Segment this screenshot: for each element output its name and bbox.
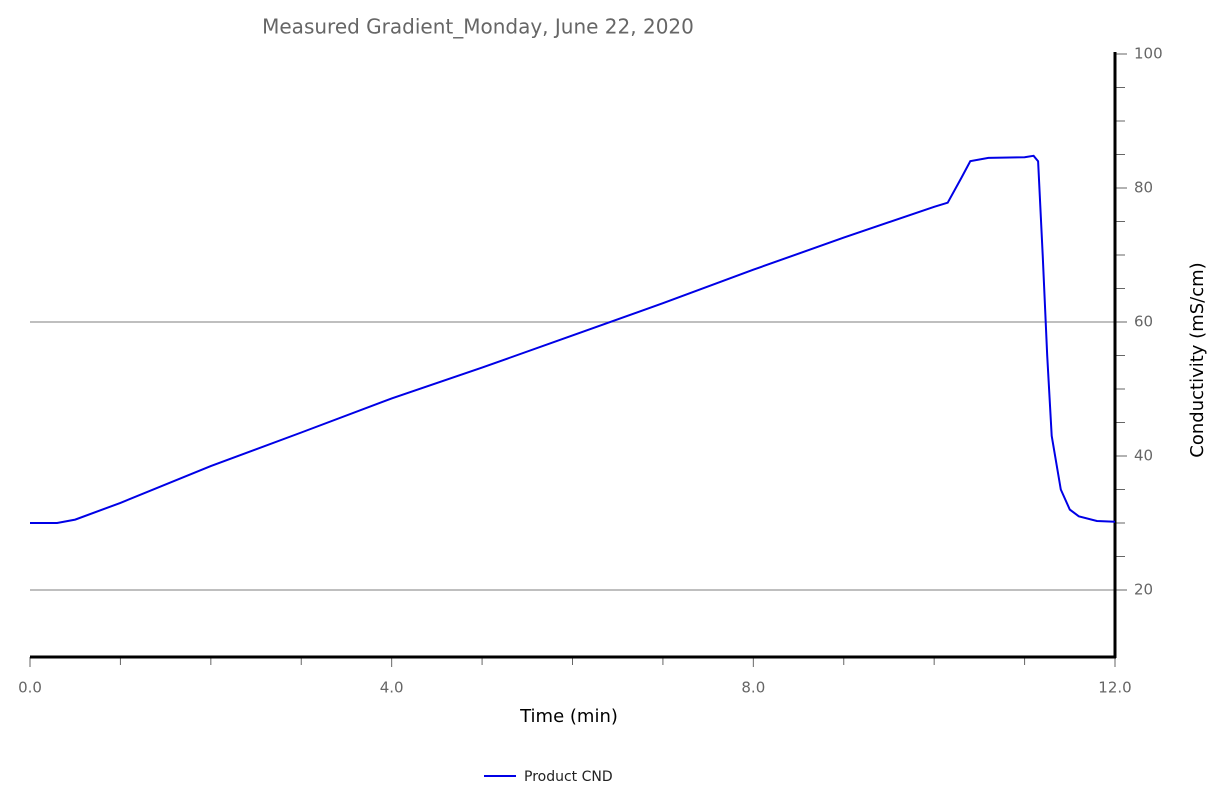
y-tick-label: 100	[1134, 45, 1163, 63]
x-axis-label: Time (min)	[519, 706, 618, 727]
y-tick-label: 80	[1134, 179, 1153, 197]
y-axis-label: Conductivity (mS/cm)	[1187, 262, 1208, 457]
chart-title: Measured Gradient_Monday, June 22, 2020	[262, 15, 694, 39]
line-series	[30, 154, 1116, 524]
y-tick-label: 40	[1134, 447, 1153, 465]
x-tick-label: 0.0	[18, 679, 42, 697]
x-tick-label: 4.0	[380, 679, 404, 697]
legend-label: Product CND	[524, 769, 613, 785]
y-tick-label: 60	[1134, 313, 1153, 331]
y-tick-label: 20	[1134, 581, 1153, 599]
x-tick-label: 12.0	[1098, 679, 1131, 697]
x-tick-label: 8.0	[741, 679, 765, 697]
